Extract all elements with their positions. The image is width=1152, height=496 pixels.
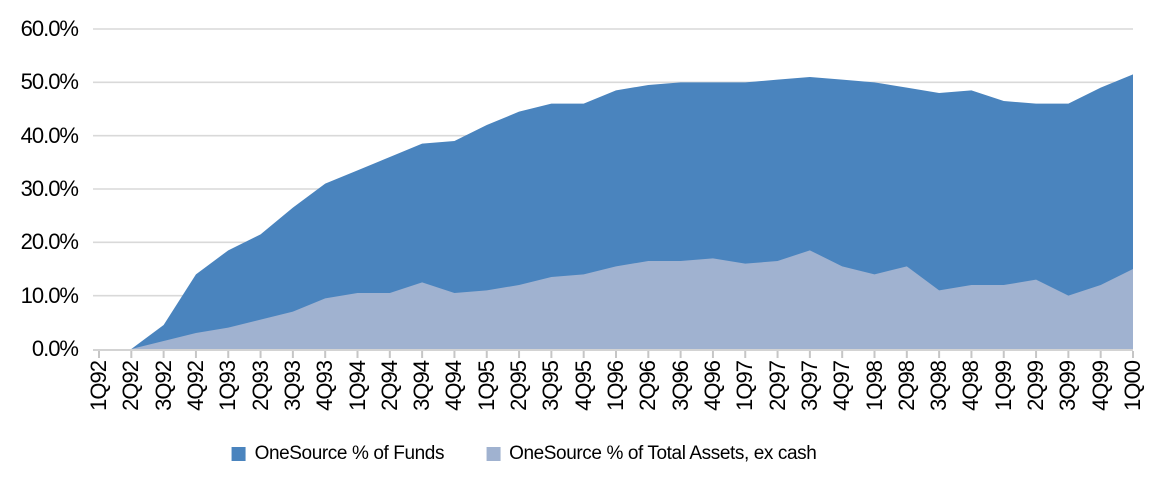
- x-tick-label: 1Q98: [861, 361, 887, 411]
- x-tick-label: 4Q93: [312, 361, 338, 411]
- x-tick-label: 4Q94: [441, 361, 467, 411]
- x-tick-label: 3Q92: [150, 361, 176, 411]
- y-tick-label: 30.0%: [20, 176, 79, 201]
- x-tick-label: 2Q96: [635, 361, 661, 411]
- x-tick-label: 2Q94: [376, 361, 402, 411]
- x-tick-label: 1Q94: [344, 361, 370, 411]
- x-tick-label: 1Q92: [86, 361, 111, 411]
- legend-label-funds: OneSource % of Funds: [254, 443, 445, 464]
- x-tick-label: 4Q97: [829, 361, 855, 411]
- x-tick-label: 2Q99: [1023, 361, 1049, 411]
- area-series-assets: [99, 250, 1133, 349]
- y-tick-label: 0.0%: [31, 336, 79, 361]
- legend: OneSource % of Funds OneSource % of Tota…: [231, 443, 817, 465]
- legend-item-assets: OneSource % of Total Assets, ex cash: [486, 443, 817, 465]
- x-tick-label: 3Q94: [409, 361, 435, 411]
- x-tick-label: 2Q97: [764, 361, 790, 411]
- x-tick-label: 2Q98: [893, 361, 919, 411]
- x-tick-label: 1Q97: [732, 361, 758, 411]
- x-tick-label: 4Q98: [958, 361, 984, 411]
- y-tick-label: 40.0%: [20, 122, 79, 148]
- x-tick-label: 3Q98: [926, 361, 952, 411]
- legend-label-assets: OneSource % of Total Assets, ex cash: [509, 443, 817, 464]
- x-tick-label: 1Q00: [1120, 361, 1145, 411]
- x-tick-label: 2Q93: [247, 361, 273, 411]
- x-tick-label: 3Q99: [1055, 361, 1081, 411]
- y-tick-label: 60.0%: [20, 16, 79, 41]
- y-tick-label: 10.0%: [20, 282, 79, 308]
- x-tick-label: 4Q96: [699, 361, 725, 411]
- x-tick-label: 4Q95: [570, 361, 596, 411]
- x-tick-label: 1Q95: [473, 361, 499, 411]
- x-tick-label: 2Q92: [118, 361, 144, 411]
- x-tick-label: 3Q96: [667, 361, 693, 411]
- x-tick-label: 4Q92: [182, 361, 208, 411]
- x-tick-label: 4Q99: [1087, 361, 1113, 411]
- x-tick-label: 3Q97: [796, 361, 822, 411]
- x-tick-label: 1Q93: [215, 361, 241, 411]
- x-tick-label: 3Q95: [538, 361, 564, 411]
- x-tick-label: 1Q96: [603, 361, 628, 411]
- x-tick-label: 2Q95: [506, 361, 532, 411]
- y-tick-label: 20.0%: [20, 229, 79, 255]
- x-tick-label: 3Q93: [279, 361, 305, 411]
- assets-series-swatch-icon: [486, 447, 501, 461]
- legend-item-funds: OneSource % of Funds: [231, 443, 445, 465]
- y-tick-label: 50.0%: [20, 69, 79, 95]
- funds-series-swatch-icon: [231, 447, 246, 461]
- x-tick-label: 1Q99: [990, 361, 1016, 411]
